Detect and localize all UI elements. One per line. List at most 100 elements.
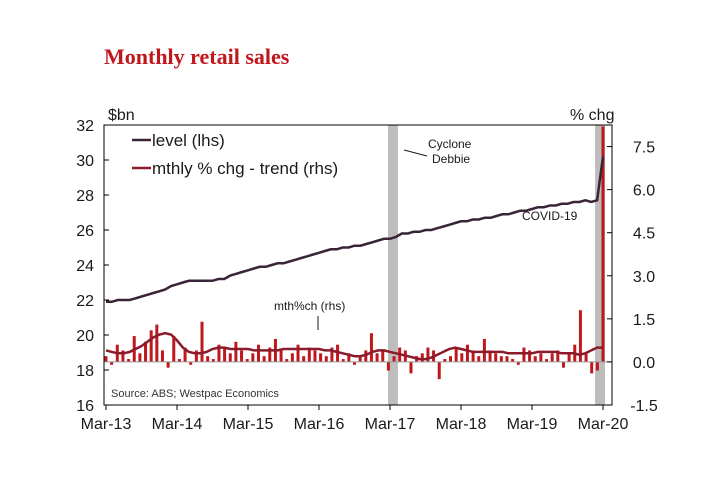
mthch-bar [381, 350, 385, 362]
annotation-cyclone-line2: Debbie [432, 152, 470, 166]
mthch-bar [268, 347, 272, 362]
mthch-bar [341, 359, 345, 362]
mthch-bar [149, 330, 153, 362]
lhs-tick-label: 26 [76, 223, 94, 240]
x-tick-label: Mar-19 [507, 416, 558, 433]
mthch-bar [262, 356, 266, 362]
mthch-bar [375, 353, 379, 362]
shaded-period-1 [595, 125, 605, 405]
mthch-bar [110, 361, 114, 365]
chart-title: Monthly retail sales [104, 44, 290, 69]
cyclone-arrow [403, 149, 428, 157]
lhs-unit-label: $bn [108, 107, 135, 124]
mthch-bar [539, 353, 543, 362]
mthch-bar [601, 126, 605, 362]
x-tick-label: Mar-16 [294, 416, 345, 433]
mthch-bar [251, 353, 255, 362]
mthch-bar [584, 353, 588, 362]
mthch-bar [386, 361, 390, 371]
trend-line-rhs [105, 331, 603, 361]
lhs-tick-label: 16 [76, 398, 94, 415]
rhs-tick-label: 1.5 [633, 312, 655, 329]
rhs-tick-label: 3.0 [633, 269, 655, 286]
lhs-tick-label: 24 [76, 258, 94, 275]
mthch-bar [307, 347, 311, 362]
legend-trend: mthly % chg - trend (rhs) [152, 159, 338, 178]
mthch-bar [144, 341, 148, 362]
mthch-bar [296, 344, 300, 362]
mthch-bar [477, 356, 481, 362]
mthch-bar [511, 359, 515, 362]
mthch-bar [104, 356, 108, 362]
mthch-bar [505, 356, 509, 362]
mthch-bar [183, 347, 187, 362]
mthch-bar [437, 361, 441, 380]
mthch-bar [482, 338, 486, 362]
mthch-bar [471, 350, 475, 362]
lhs-tick-label: 22 [76, 293, 94, 310]
level-line-lhs [106, 156, 605, 304]
lhs-tick-label: 30 [76, 153, 94, 170]
mthch-bar [256, 344, 260, 362]
x-tick-label: Mar-17 [365, 416, 416, 433]
rhs-tick-label: 0.0 [633, 355, 655, 372]
annotation-covid: COVID-19 [522, 209, 578, 223]
mthch-bar [567, 353, 571, 362]
annotation-cyclone-line1: Cyclone [428, 137, 472, 151]
mthch-bar [194, 350, 198, 362]
mthch-bar [465, 344, 469, 362]
mthch-bar [556, 350, 560, 362]
x-tick-label: Mar-18 [436, 416, 487, 433]
mthch-bar [245, 359, 249, 362]
mthch-bar [330, 347, 334, 362]
mthch-bar [347, 353, 351, 362]
mthch-bar [240, 350, 244, 362]
mthch-bar [550, 353, 554, 362]
mthch-bar [561, 361, 565, 368]
mthch-bar [454, 347, 458, 362]
mthch-bar [228, 353, 232, 362]
mthch-bar [449, 356, 453, 362]
x-tick-label: Mar-15 [223, 416, 274, 433]
mthch-bar [290, 353, 294, 362]
mthch-bar [234, 341, 238, 362]
mthch-bar [353, 361, 356, 365]
rhs-unit-label: % chg [570, 107, 614, 124]
mthch-bar [420, 353, 424, 362]
mthch-bar [426, 347, 430, 362]
mthch-bar [127, 359, 131, 362]
mthch-bar [358, 356, 362, 362]
mthch-bar [189, 361, 193, 365]
x-tick-label: Mar-20 [578, 416, 629, 433]
mthch-bar [545, 359, 549, 362]
mthch-bar [172, 336, 176, 362]
x-tick-label: Mar-13 [81, 416, 132, 433]
mthch-bar [392, 356, 396, 362]
lhs-tick-label: 28 [76, 188, 94, 205]
mthch-bar [200, 321, 204, 362]
rhs-tick-label: 7.5 [633, 140, 655, 157]
legend-level: level (lhs) [152, 131, 225, 150]
mthch-bar [324, 356, 328, 362]
rhs-tick-label: 4.5 [633, 226, 655, 243]
mthch-bar [285, 359, 289, 362]
rhs-tick-label: -1.5 [630, 398, 658, 415]
mthch-bar [488, 350, 492, 362]
mthch-bar [319, 353, 323, 362]
mthch-bar [177, 359, 181, 362]
lhs-tick-label: 32 [76, 118, 94, 135]
mthch-bar [369, 333, 373, 362]
mthch-bar [155, 324, 159, 362]
mthch-bar [409, 361, 413, 374]
mthch-bar [121, 350, 125, 362]
mthch-bar [533, 356, 537, 362]
mthch-bar [223, 347, 227, 362]
mthch-bar [160, 350, 164, 362]
x-tick-label: Mar-14 [152, 416, 203, 433]
mthch-bar [302, 356, 306, 362]
rhs-tick-label: 6.0 [633, 183, 655, 200]
mthch-bar [590, 361, 594, 374]
mthch-bar [217, 344, 221, 362]
source-note: Source: ABS; Westpac Economics [111, 388, 279, 400]
